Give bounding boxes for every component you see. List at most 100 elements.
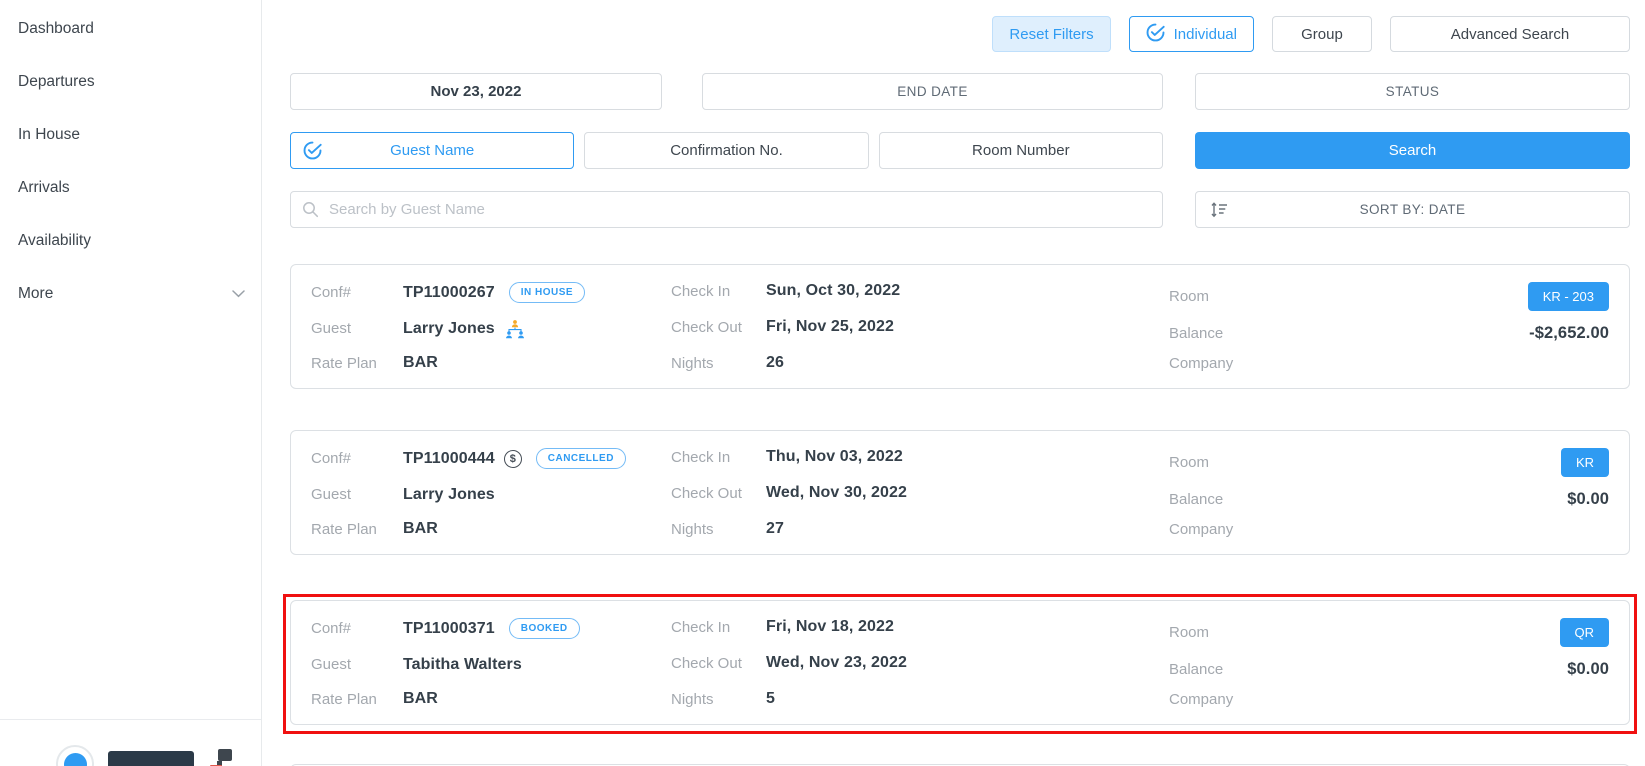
logo-text-clipped xyxy=(108,751,194,766)
sidebar-footer xyxy=(0,719,261,766)
conf-number: TP11000444 xyxy=(403,449,495,467)
reservation-card[interactable]: Conf# TP11000444 $ CANCELLED Guest Larry… xyxy=(290,430,1630,555)
conf-number: TP11000267 xyxy=(403,283,495,301)
check-in-date: Sun, Oct 30, 2022 xyxy=(766,282,901,299)
sidebar-item-label: Departures xyxy=(18,72,95,90)
balance-value: $0.00 xyxy=(1567,489,1609,508)
check-circle-icon xyxy=(303,141,322,164)
tab-room-number[interactable]: Room Number xyxy=(878,132,1163,169)
rate-plan-label: Rate Plan xyxy=(311,520,377,538)
dollar-circle-icon: $ xyxy=(503,449,522,468)
company-label: Company xyxy=(1169,521,1234,538)
nights-value: 26 xyxy=(766,354,784,371)
individual-toggle-button[interactable]: Individual xyxy=(1128,16,1254,52)
conf-number: TP11000371 xyxy=(403,619,495,637)
check-in-date: Thu, Nov 03, 2022 xyxy=(766,448,903,465)
room-label: Room xyxy=(1169,624,1210,641)
group-toggle-button[interactable]: Group xyxy=(1272,16,1372,52)
guest-name: Larry Jones xyxy=(403,319,495,337)
group-link-icon xyxy=(505,319,525,339)
sidebar-item-label: Arrivals xyxy=(18,178,70,196)
balance-label: Balance xyxy=(1169,660,1224,678)
company-label: Company xyxy=(1169,355,1234,372)
room-badge[interactable]: QR xyxy=(1559,618,1609,647)
sidebar-item-more[interactable]: More xyxy=(0,267,261,320)
sidebar-item-arrivals[interactable]: Arrivals xyxy=(0,161,261,214)
rate-plan-label: Rate Plan xyxy=(311,354,377,372)
guest-label: Guest xyxy=(311,486,352,503)
conf-label: Conf# xyxy=(311,450,352,467)
sidebar-item-label: Dashboard xyxy=(18,19,94,37)
guest-name: Tabitha Walters xyxy=(403,655,522,673)
check-out-date: Fri, Nov 25, 2022 xyxy=(766,318,894,335)
status-badge: BOOKED xyxy=(508,618,580,639)
sort-icon xyxy=(1210,201,1229,222)
sidebar-item-label: More xyxy=(18,284,54,302)
check-out-date: Wed, Nov 23, 2022 xyxy=(766,654,908,671)
guest-label: Guest xyxy=(311,656,352,673)
reservation-card[interactable]: Conf# TP11000267 IN HOUSE Guest Larry Jo… xyxy=(290,264,1630,389)
conf-label: Conf# xyxy=(311,284,352,301)
tab-label: Guest Name xyxy=(390,142,475,159)
individual-label: Individual xyxy=(1173,25,1237,43)
sidebar-item-dashboard[interactable]: Dashboard xyxy=(0,2,261,55)
reset-filters-button[interactable]: Reset Filters xyxy=(992,16,1111,52)
tab-label: Confirmation No. xyxy=(670,142,783,159)
sidebar: Dashboard Departures In House Arrivals A… xyxy=(0,0,262,766)
search-type-tabs: Guest Name Confirmation No. Room Number xyxy=(290,132,1163,169)
reservation-list: Conf# TP11000267 IN HOUSE Guest Larry Jo… xyxy=(283,264,1637,766)
filters: Nov 23, 2022 END DATE STATUS Guest Name … xyxy=(290,73,1630,228)
search-input[interactable] xyxy=(290,191,1163,228)
check-circle-icon xyxy=(1146,23,1165,46)
search-input-wrap xyxy=(290,191,1163,228)
nights-label: Nights xyxy=(671,520,714,538)
room-label: Room xyxy=(1169,288,1210,305)
chevron-down-icon xyxy=(232,285,245,303)
status-field[interactable]: STATUS xyxy=(1195,73,1630,110)
tab-guest-name[interactable]: Guest Name xyxy=(290,132,575,169)
nights-value: 27 xyxy=(766,520,784,537)
reservation-card[interactable]: Conf# TP11000371 BOOKED Guest Tabitha Wa… xyxy=(290,600,1630,725)
logo-mark-icon xyxy=(210,749,232,766)
balance-label: Balance xyxy=(1169,324,1224,342)
rate-plan-label: Rate Plan xyxy=(311,690,377,708)
sidebar-item-availability[interactable]: Availability xyxy=(0,214,261,267)
app-logo[interactable] xyxy=(56,745,261,766)
search-button[interactable]: Search xyxy=(1195,132,1630,169)
rate-plan: BAR xyxy=(403,520,438,537)
end-date-field[interactable]: END DATE xyxy=(702,73,1163,110)
main-content: Reset Filters Individual Group Advanced … xyxy=(262,0,1645,766)
search-icon xyxy=(302,201,319,223)
room-badge[interactable]: KR xyxy=(1560,448,1609,477)
balance-value: -$2,652.00 xyxy=(1529,323,1609,342)
advanced-search-button[interactable]: Advanced Search xyxy=(1390,16,1630,52)
tab-confirmation-no[interactable]: Confirmation No. xyxy=(584,132,869,169)
guest-name: Larry Jones xyxy=(403,485,495,503)
guest-label: Guest xyxy=(311,320,352,337)
sort-by-control[interactable]: SORT BY: DATE xyxy=(1195,191,1630,228)
status-badge: IN HOUSE xyxy=(508,282,586,303)
company-label: Company xyxy=(1169,691,1234,708)
check-out-label: Check Out xyxy=(671,654,742,672)
nights-value: 5 xyxy=(766,690,775,707)
sidebar-item-label: Availability xyxy=(18,231,91,249)
nights-label: Nights xyxy=(671,354,714,372)
rate-plan: BAR xyxy=(403,690,438,707)
highlighted-card-wrap: Conf# TP11000371 BOOKED Guest Tabitha Wa… xyxy=(283,594,1637,734)
sidebar-item-departures[interactable]: Departures xyxy=(0,55,261,108)
sidebar-item-in-house[interactable]: In House xyxy=(0,108,261,161)
check-in-label: Check In xyxy=(671,448,731,466)
tab-label: Room Number xyxy=(972,142,1070,159)
rate-plan: BAR xyxy=(403,354,438,371)
check-out-label: Check Out xyxy=(671,318,742,336)
check-out-label: Check Out xyxy=(671,484,742,502)
start-date-field[interactable]: Nov 23, 2022 xyxy=(290,73,662,110)
balance-label: Balance xyxy=(1169,490,1224,508)
toolbar: Reset Filters Individual Group Advanced … xyxy=(290,16,1630,52)
sort-label: SORT BY: DATE xyxy=(1359,202,1466,217)
room-badge[interactable]: KR - 203 xyxy=(1527,282,1609,311)
check-in-date: Fri, Nov 18, 2022 xyxy=(766,618,894,635)
logo-avatar-icon xyxy=(56,745,94,766)
check-in-label: Check In xyxy=(671,618,731,636)
